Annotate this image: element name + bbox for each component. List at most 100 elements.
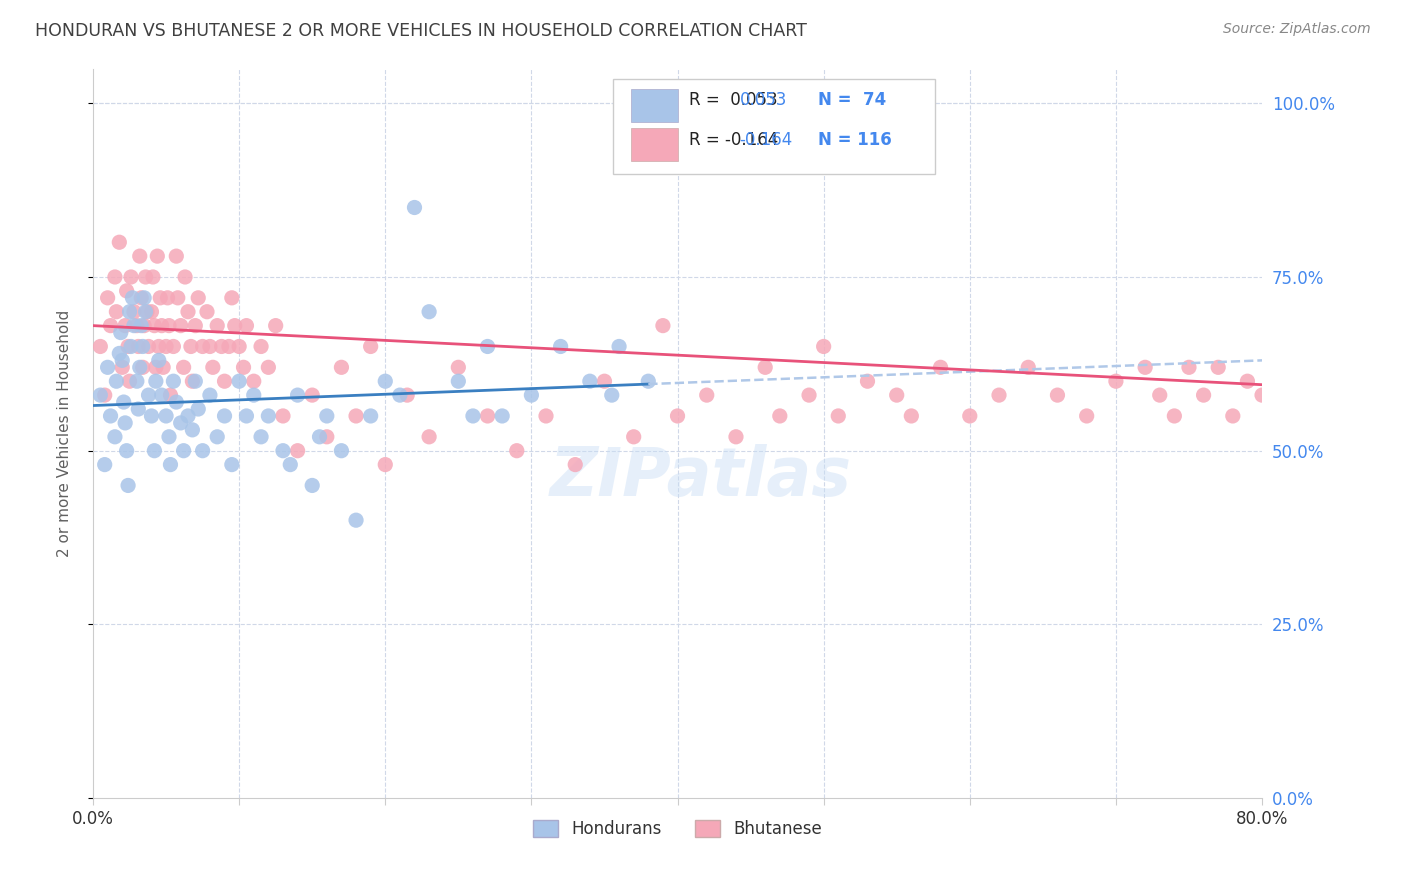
Point (637, 374, 659, 388)
Point (550, 339, 572, 353)
Point (191, 443, 214, 458)
Point (165, 395, 187, 409)
Point (148, 339, 170, 353)
Point (754, 360, 776, 375)
Point (162, 339, 184, 353)
Point (797, 388, 820, 402)
Point (600, 388, 623, 402)
Point (112, 395, 135, 409)
Point (232, 360, 254, 375)
Point (418, 430, 440, 444)
Point (1339, 388, 1361, 402)
Point (181, 423, 204, 437)
Point (221, 291, 243, 305)
Point (170, 416, 193, 430)
Point (224, 318, 246, 333)
Point (118, 374, 141, 388)
Y-axis label: 2 or more Vehicles in Household: 2 or more Vehicles in Household (58, 310, 72, 557)
Point (235, 409, 257, 423)
Point (301, 478, 323, 492)
Point (827, 409, 849, 423)
Point (769, 409, 792, 423)
Point (145, 360, 167, 375)
Point (1149, 388, 1171, 402)
Point (374, 458, 396, 472)
Point (111, 360, 134, 375)
Point (155, 409, 177, 423)
Point (534, 409, 557, 423)
Point (235, 318, 257, 333)
Point (404, 201, 426, 215)
Point (93, 458, 115, 472)
Point (198, 339, 221, 353)
Point (205, 318, 228, 333)
Point (120, 270, 142, 285)
Point (138, 388, 160, 402)
Point (120, 339, 142, 353)
Point (173, 360, 195, 375)
Point (724, 430, 747, 444)
Point (228, 374, 250, 388)
FancyBboxPatch shape (613, 79, 935, 174)
Point (148, 353, 170, 368)
Point (110, 326, 132, 340)
Point (105, 304, 128, 318)
Point (195, 304, 218, 318)
Point (141, 304, 163, 318)
Point (593, 374, 616, 388)
Point (115, 284, 138, 298)
Point (315, 430, 337, 444)
Point (100, 318, 122, 333)
Point (242, 374, 264, 388)
Point (257, 360, 280, 375)
Point (97, 360, 120, 375)
Point (929, 360, 952, 375)
Point (108, 346, 131, 360)
Point (125, 374, 148, 388)
Point (264, 318, 287, 333)
Point (157, 430, 180, 444)
Point (122, 304, 145, 318)
Point (271, 443, 294, 458)
Point (127, 402, 149, 417)
Text: N = 116: N = 116 (818, 131, 891, 149)
FancyBboxPatch shape (631, 128, 678, 161)
Point (155, 339, 177, 353)
Point (287, 388, 309, 402)
Point (651, 318, 673, 333)
Point (988, 388, 1011, 402)
Point (93, 388, 115, 402)
Point (173, 443, 195, 458)
Point (461, 409, 484, 423)
Point (125, 318, 148, 333)
Point (149, 291, 172, 305)
Point (696, 388, 718, 402)
Point (1133, 360, 1156, 375)
Point (1279, 360, 1302, 375)
Point (100, 409, 122, 423)
Point (143, 318, 166, 333)
Point (396, 388, 419, 402)
Point (214, 374, 236, 388)
Text: HONDURAN VS BHUTANESE 2 OR MORE VEHICLES IN HOUSEHOLD CORRELATION CHART: HONDURAN VS BHUTANESE 2 OR MORE VEHICLES… (35, 22, 807, 40)
Point (1251, 388, 1274, 402)
Point (152, 360, 174, 375)
Point (177, 409, 200, 423)
Point (308, 430, 330, 444)
Point (143, 443, 166, 458)
Point (104, 430, 127, 444)
Text: ZIPatlas: ZIPatlas (550, 444, 852, 510)
Point (1192, 388, 1215, 402)
Point (221, 458, 243, 472)
Point (127, 339, 149, 353)
Point (135, 304, 157, 318)
Point (1017, 360, 1039, 375)
Point (666, 409, 689, 423)
Point (191, 339, 214, 353)
Point (138, 339, 160, 353)
Point (1324, 360, 1347, 375)
Point (271, 409, 294, 423)
Point (278, 458, 301, 472)
Point (447, 360, 470, 375)
Point (623, 430, 645, 444)
